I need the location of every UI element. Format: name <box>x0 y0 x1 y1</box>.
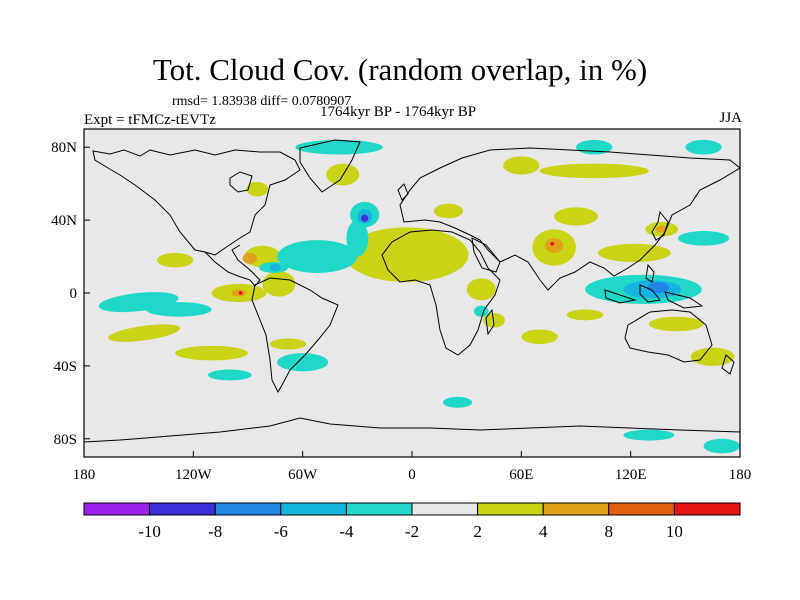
colorbar-label: 4 <box>539 522 548 541</box>
x-tick-label: 0 <box>408 467 416 483</box>
anomaly-patch <box>442 396 473 408</box>
coast-new-zealand <box>721 354 735 375</box>
stats-line: rmsd= 1.83938 diff= 0.0780907 <box>172 94 352 109</box>
y-tick-label: 80N <box>51 140 77 156</box>
anomaly-patch <box>554 207 598 226</box>
anomaly-patch <box>433 203 464 219</box>
y-tick-label: 0 <box>70 286 78 302</box>
anomaly-patch <box>277 353 329 372</box>
coast-greenland <box>299 139 361 193</box>
colorbar-label: 2 <box>473 522 482 541</box>
anomaly-patch <box>108 324 181 342</box>
coastlines <box>84 139 740 443</box>
y-tick-label: 40S <box>54 359 77 375</box>
anomaly-patch <box>269 263 281 272</box>
anomaly-patch <box>648 316 704 332</box>
anomaly-patch <box>623 429 675 441</box>
anomaly-patch <box>262 271 296 297</box>
anomaly-field <box>98 139 740 454</box>
colorbar-swatch <box>673 502 741 516</box>
colorbar-swatch <box>608 502 675 516</box>
anomaly-patch <box>156 252 194 268</box>
colorbar-label: -10 <box>138 522 161 541</box>
y-tick-label: 40N <box>51 213 77 229</box>
colorbar-swatch <box>345 502 413 516</box>
anomaly-patch <box>703 438 740 454</box>
colorbar-swatch <box>149 502 216 516</box>
colorbar-swatch <box>214 502 282 516</box>
colorbar-swatch <box>280 502 347 516</box>
latitude-axis: 80N 40N 0 40S 80S <box>51 140 90 448</box>
anomaly-patch <box>647 282 669 293</box>
anomaly-patch <box>344 227 469 283</box>
colorbar-swatch <box>477 502 544 516</box>
coast-madagascar <box>485 308 495 336</box>
colorbar-swatch <box>542 502 610 516</box>
colorbar: -10 -8 -6 -4 -2 2 4 8 10 <box>83 502 741 541</box>
coast-philippines <box>645 263 655 283</box>
anomaly-patch <box>269 338 307 350</box>
anomaly-patch <box>238 291 243 295</box>
coast-antarctica <box>84 417 740 443</box>
x-tick-label: 120E <box>615 467 647 483</box>
experiment-label: Expt = tFMCz-tEVTz <box>84 112 216 128</box>
anomaly-patch <box>483 313 505 328</box>
colorbar-label: 10 <box>666 522 683 541</box>
colorbar-swatch <box>83 502 151 516</box>
anomaly-patch <box>566 309 604 321</box>
anomaly-patch <box>545 238 564 253</box>
colorbar-label: -6 <box>274 522 288 541</box>
anomaly-patch <box>346 220 369 257</box>
anomaly-patch <box>242 252 258 264</box>
anomaly-patch <box>597 243 671 263</box>
anomaly-patch <box>246 181 269 197</box>
x-tick-label: 60W <box>288 467 318 483</box>
period-label: 1764kyr BP - 1764kyr BP <box>320 104 477 120</box>
anomaly-patch <box>656 225 668 233</box>
coast-japan <box>651 210 669 241</box>
anomaly-patch <box>550 241 555 246</box>
anomaly-patch <box>539 163 649 179</box>
anomaly-patch <box>295 139 383 155</box>
coast-north-america <box>92 149 301 256</box>
coast-arabia <box>471 237 501 273</box>
anomaly-patch <box>521 329 558 345</box>
coast-south-america <box>251 277 339 394</box>
coast-australia <box>624 309 713 363</box>
coast-indonesia <box>604 284 704 309</box>
colorbar-label: 8 <box>605 522 614 541</box>
x-tick-label: 120W <box>175 467 213 483</box>
anomaly-patch <box>685 139 722 155</box>
x-tick-label: 180 <box>729 467 752 483</box>
colorbar-swatch <box>411 502 479 516</box>
coast-africa <box>381 229 501 356</box>
x-tick-label: 180 <box>73 467 96 483</box>
anomaly-patch <box>175 345 248 361</box>
coast-hudson-bay <box>229 171 253 193</box>
map-title: Tot. Cloud Cov. (random overlap, in %) <box>152 52 648 87</box>
coast-british-isles <box>397 183 409 201</box>
x-tick-label: 60E <box>509 467 533 483</box>
anomaly-patch <box>145 302 212 317</box>
anomaly-patch <box>277 240 358 273</box>
y-tick-label: 80S <box>54 432 77 448</box>
anomaly-patch <box>466 278 496 301</box>
anomaly-patch <box>503 156 540 175</box>
colorbar-label: -2 <box>405 522 419 541</box>
colorbar-label: -4 <box>339 522 354 541</box>
longitude-axis: 180 120W 60W 0 60E 120E 180 <box>73 451 752 483</box>
coast-eurasia <box>399 147 740 291</box>
colorbar-label: -8 <box>208 522 222 541</box>
season-label: JJA <box>719 110 742 126</box>
anomaly-patch <box>360 214 369 222</box>
anomaly-patch <box>207 369 252 381</box>
anomaly-patch <box>678 231 730 246</box>
